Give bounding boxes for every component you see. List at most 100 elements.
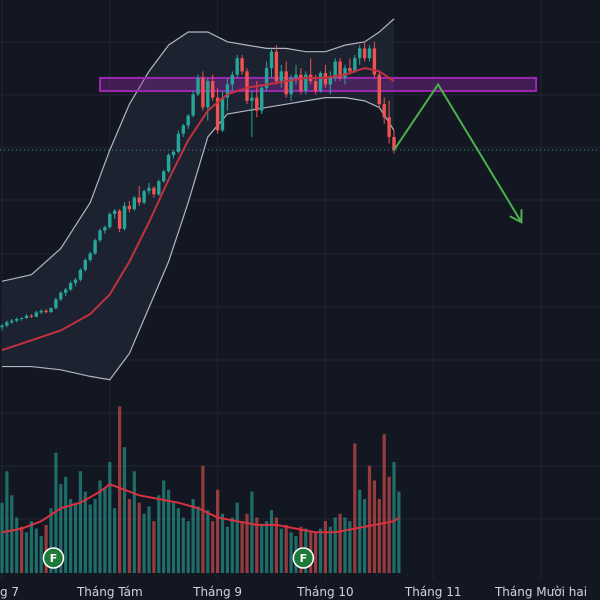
volume-bar (343, 517, 347, 573)
x-axis-tick-label: Tháng Mười hai (494, 585, 587, 599)
volume-bar (314, 532, 318, 573)
projection-path (393, 82, 523, 223)
candle-body (264, 68, 269, 88)
candle-body (343, 68, 347, 78)
volume-bar (93, 499, 97, 573)
volume-bar (5, 471, 9, 573)
volume-bar (338, 513, 342, 573)
candle-body (294, 74, 298, 78)
volume-bar (44, 524, 48, 573)
candle-body (68, 282, 73, 290)
volume-ma-line (1, 483, 400, 534)
volume-bar (377, 499, 381, 573)
candle-body (279, 71, 283, 82)
candle-body (78, 269, 83, 280)
volume-bar (83, 491, 87, 573)
candle-body (152, 187, 156, 195)
volume-bar (34, 528, 38, 573)
volume-bar (240, 521, 244, 573)
volume-bar (152, 521, 156, 573)
candle-body (338, 61, 342, 78)
candle-body (137, 197, 141, 203)
projection-arrowhead (509, 209, 523, 224)
earnings-badge-label: F (50, 552, 58, 565)
candle-body (98, 230, 102, 241)
volume-bar (367, 465, 372, 573)
candle-body (211, 81, 215, 98)
volume-bar (20, 526, 24, 573)
volume-bar (73, 502, 78, 573)
candle-body (328, 77, 332, 85)
candle-body (235, 58, 239, 75)
candle-body (196, 77, 200, 95)
volume-bar (167, 489, 171, 573)
candle-body (39, 310, 43, 313)
x-axis-tick-label: Tháng 9 (192, 585, 242, 599)
volume-bar (201, 465, 205, 573)
volume-bar (363, 499, 367, 573)
volume-bar (289, 532, 293, 573)
volume-bar (260, 524, 264, 573)
volume-bar (0, 502, 4, 573)
volume-bar (392, 462, 396, 573)
volume-bar (230, 517, 234, 573)
volume-bar (29, 521, 33, 573)
candle-body (377, 74, 381, 105)
candle-body (113, 210, 117, 215)
volume-bar (171, 502, 176, 573)
volume-bar (181, 517, 185, 573)
volume-bar (88, 504, 92, 573)
candle-body (10, 320, 14, 323)
volume-bar (323, 521, 327, 573)
candle-body (225, 84, 230, 98)
volume-bar (39, 536, 43, 573)
x-axis-tick-label: g 7 (0, 585, 19, 599)
volume-bar (220, 513, 225, 573)
volume-bar (196, 506, 200, 573)
volume-bar (127, 499, 131, 573)
candle-body (245, 71, 249, 101)
candle-body (54, 299, 58, 309)
candle-body (348, 68, 352, 72)
volume-bar (397, 491, 401, 573)
candle-body (157, 181, 161, 195)
candle-body (358, 48, 362, 59)
volume-bar (284, 524, 288, 573)
volume-bar (122, 447, 127, 573)
earnings-badge (292, 547, 315, 569)
x-axis-tick-label: Tháng Tám (76, 585, 143, 599)
candle-body (269, 51, 274, 69)
resistance-zone (99, 76, 538, 93)
volume-bar (353, 443, 357, 573)
volume-bar (137, 502, 141, 573)
volume-bar (113, 508, 117, 573)
candle-body (0, 325, 4, 328)
volume-bar (69, 499, 73, 573)
candle-body (260, 87, 264, 111)
candle-body (5, 322, 9, 326)
volume-bar (103, 487, 107, 573)
candle-body (24, 315, 29, 319)
volume-bar (274, 517, 278, 573)
volume-bar (10, 495, 14, 573)
candle-body (44, 310, 48, 313)
volume-bar (176, 508, 180, 573)
volume-bar (49, 508, 53, 573)
earnings-badge-label: F (300, 552, 308, 565)
volume-bar (206, 510, 210, 573)
candle-body (162, 171, 166, 182)
candle-body (59, 292, 63, 300)
candle-body (289, 77, 293, 95)
candle-body (142, 191, 146, 203)
volume-bar (54, 452, 58, 573)
candle-body (132, 197, 136, 210)
volume-bar (24, 532, 29, 573)
volume-bar (348, 521, 352, 573)
candle-body (64, 289, 68, 293)
volume-bar (142, 513, 146, 573)
volume-bar (225, 526, 229, 573)
candle-body (29, 315, 34, 317)
candle-body (93, 240, 97, 254)
